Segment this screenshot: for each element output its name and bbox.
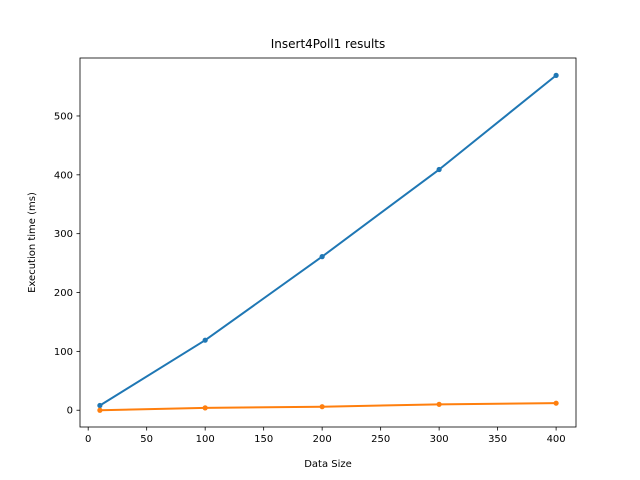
y-tick-label: 200 [54,288,73,299]
x-tick-label: 100 [196,434,215,445]
series-1-point [553,72,559,78]
y-axis-label: Execution time (ms) [27,192,38,293]
series-1-point [319,254,325,260]
axes-frame [79,57,577,428]
series-1-point [97,402,103,409]
series-2-point [202,405,208,411]
x-axis-label: Data Size [304,459,352,470]
chart-title: Insert4Poll1 results [271,37,386,51]
series-2-point [436,401,442,407]
series-2-point [97,407,103,413]
y-tick-label: 100 [54,347,73,358]
series-2-point [319,404,325,410]
x-tick-label: 300 [430,434,449,445]
plot-area [97,72,559,413]
y-tick-label: 0 [67,406,73,417]
y-tick-label: 400 [54,170,73,181]
series-1-point [436,166,442,173]
x-tick-label: 50 [140,434,153,445]
x-axis: 0 50 100 150 200 250 300 350 400 [85,427,566,445]
x-tick-label: 350 [488,434,507,445]
y-tick-label: 300 [54,229,73,240]
y-axis: 0 100 200 300 400 500 [54,111,80,417]
x-tick-label: 400 [547,434,566,445]
x-tick-label: 250 [371,434,390,445]
series-1-point [202,337,208,343]
y-tick-label: 500 [54,111,73,122]
series-2-point [553,400,559,406]
x-tick-label: 150 [254,434,273,445]
x-tick-label: 0 [85,434,91,445]
x-tick-label: 200 [313,434,332,445]
